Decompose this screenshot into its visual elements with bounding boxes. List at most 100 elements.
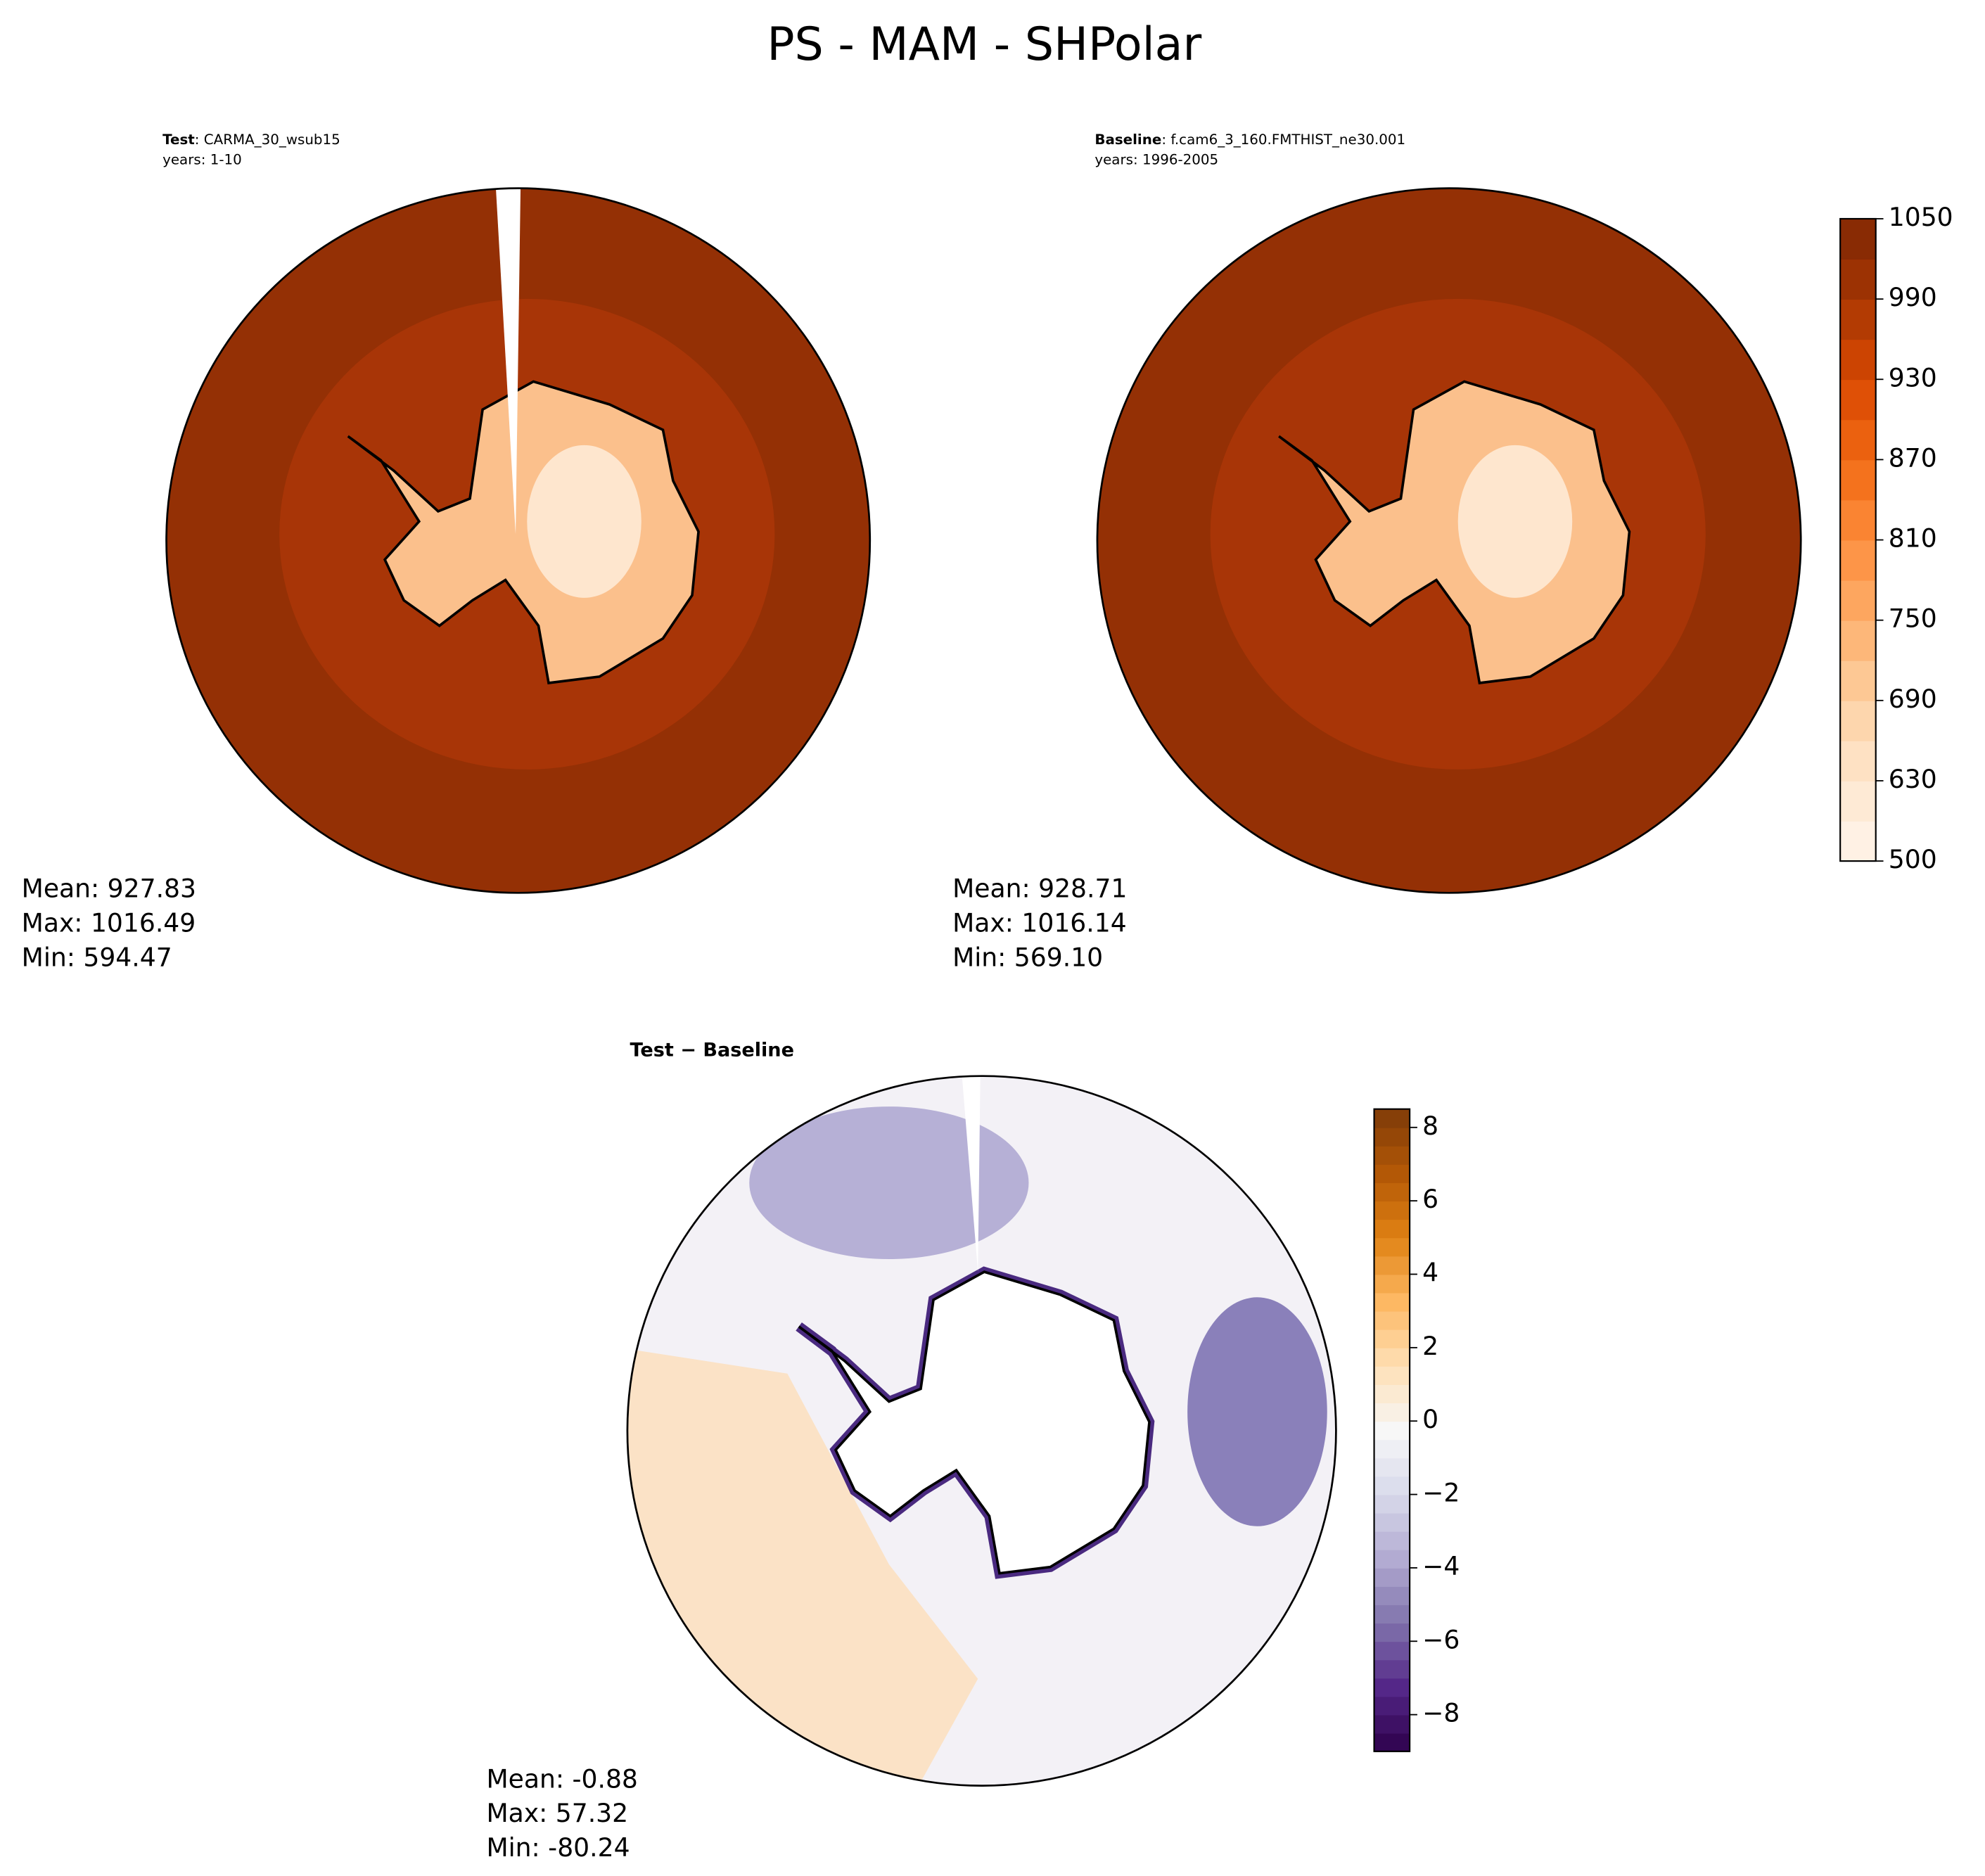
- colorbar-tick-label: 930: [1889, 362, 1937, 393]
- colorbar-box: [1374, 1531, 1410, 1550]
- colorbar-box: [1374, 1237, 1410, 1257]
- colorbar-box: [1374, 1421, 1410, 1441]
- colorbar-box: [1374, 1109, 1410, 1128]
- colorbar-box: [1374, 1678, 1410, 1697]
- colorbar-box: [1374, 1163, 1410, 1183]
- colorbar-box: [1374, 1567, 1410, 1587]
- panel-title: Test − Baseline: [630, 1039, 794, 1061]
- colorbar-tick-label: −2: [1422, 1478, 1460, 1508]
- colorbar-box: [1374, 1586, 1410, 1605]
- stat-text: Min: 594.47: [22, 942, 172, 972]
- map-border: [626, 1075, 1337, 1787]
- colorbar-box: [1374, 1476, 1410, 1495]
- colorbar-box: [1840, 780, 1876, 822]
- colorbar-box: [1840, 580, 1876, 621]
- stat-text: Mean: 928.71: [952, 874, 1127, 904]
- colorbar-box: [1840, 660, 1876, 701]
- panel-label: Baseline: [1094, 131, 1161, 147]
- colorbar-tick-label: 6: [1422, 1184, 1438, 1214]
- colorbar-box: [1374, 1696, 1410, 1716]
- colorbar-box: [1374, 1494, 1410, 1514]
- colorbar-box: [1374, 1641, 1410, 1661]
- colorbar-box: [1840, 821, 1876, 862]
- panel-case: : f.cam6_3_160.FMTHIST_ne30.001: [1161, 131, 1405, 147]
- panel-label: Test − Baseline: [630, 1039, 794, 1061]
- stat-text: Max: 1016.49: [22, 907, 196, 938]
- panel-subtitle: years: 1-10: [162, 151, 242, 167]
- colorbar-box: [1374, 1512, 1410, 1532]
- panel-title: Test: CARMA_30_wsub15: [162, 131, 340, 147]
- colorbar-box: [1374, 1292, 1410, 1312]
- colorbar-box: [1840, 339, 1876, 381]
- colorbar-box: [1840, 299, 1876, 340]
- colorbar-box: [1840, 620, 1876, 661]
- stat-text: Max: 1016.14: [952, 907, 1127, 938]
- colorbar-box: [1840, 379, 1876, 421]
- colorbar-box: [1374, 1604, 1410, 1624]
- stat-text: Max: 57.32: [487, 1798, 629, 1828]
- colorbar-box: [1374, 1182, 1410, 1202]
- figure-title: PS - MAM - SHPolar: [767, 18, 1201, 71]
- colorbar-tick-label: 4: [1422, 1257, 1438, 1287]
- colorbar-box: [1374, 1347, 1410, 1367]
- colorbar-box: [1374, 1329, 1410, 1348]
- map-panel-1: [166, 188, 870, 893]
- colorbar-box: [1374, 1256, 1410, 1275]
- colorbar-tick-label: 630: [1889, 764, 1937, 794]
- map-fill: [749, 1106, 1029, 1260]
- colorbar-tick-label: 870: [1889, 442, 1937, 473]
- colorbar-tick-label: −6: [1422, 1624, 1460, 1654]
- colorbar-tick-label: 690: [1889, 684, 1937, 714]
- map-fill: [1457, 445, 1573, 598]
- colorbar-tick-label: 810: [1889, 523, 1937, 554]
- colorbar-box: [1840, 218, 1876, 260]
- data-gap: [961, 1076, 981, 1272]
- map-border: [165, 187, 872, 894]
- colorbar-tick-label: 8: [1422, 1111, 1438, 1141]
- stat-text: Min: -80.24: [487, 1832, 630, 1863]
- colorbar-box: [1374, 1310, 1410, 1330]
- colorbar-box: [1374, 1219, 1410, 1239]
- colorbar-box: [1840, 459, 1876, 501]
- colorbar-box: [1374, 1274, 1410, 1294]
- stat-text: Mean: -0.88: [487, 1763, 638, 1794]
- colorbar-tick-label: 0: [1422, 1404, 1438, 1434]
- map-fill: [527, 445, 642, 598]
- colorbar-box: [1374, 1403, 1410, 1422]
- stat-text: Min: 569.10: [952, 942, 1103, 972]
- colorbar-box: [1374, 1733, 1410, 1752]
- map-border: [1096, 187, 1802, 894]
- colorbar-box: [1374, 1127, 1410, 1147]
- panel-title: Baseline: f.cam6_3_160.FMTHIST_ne30.001: [1094, 131, 1405, 147]
- map-panel-2: [1097, 188, 1801, 893]
- map-fill: [1187, 1297, 1327, 1526]
- colorbar-box: [1840, 259, 1876, 300]
- colorbar-tick-label: −4: [1422, 1551, 1460, 1581]
- map-panel-3: [627, 1076, 1336, 1786]
- panel-label: Test: [162, 131, 195, 147]
- colorbar-box: [1374, 1623, 1410, 1642]
- colorbar-box: [1374, 1714, 1410, 1734]
- colorbar-tick-label: 500: [1889, 844, 1937, 874]
- colorbar-box: [1374, 1145, 1410, 1165]
- colorbar-frame: [1373, 1108, 1411, 1752]
- colorbar-box: [1840, 700, 1876, 741]
- colorbar-tick-label: 990: [1889, 282, 1937, 312]
- colorbar-box: [1374, 1659, 1410, 1679]
- colorbar-box: [1840, 499, 1876, 541]
- colorbar-box: [1374, 1384, 1410, 1404]
- panel-case: : CARMA_30_wsub15: [195, 131, 340, 147]
- colorbar-box: [1840, 740, 1876, 781]
- stat-text: Mean: 927.83: [22, 874, 196, 904]
- colorbar-tick-label: −8: [1422, 1698, 1460, 1728]
- colorbar-box: [1374, 1457, 1410, 1477]
- colorbar-box: [1374, 1201, 1410, 1220]
- colorbar-box: [1840, 419, 1876, 461]
- colorbar-tick-label: 2: [1422, 1331, 1438, 1361]
- panel-subtitle: years: 1996-2005: [1094, 151, 1218, 167]
- colorbar-tick-label: 1050: [1889, 202, 1953, 232]
- colorbar-box: [1840, 540, 1876, 581]
- colorbar-box: [1374, 1439, 1410, 1459]
- colorbar-tick-label: 750: [1889, 604, 1937, 634]
